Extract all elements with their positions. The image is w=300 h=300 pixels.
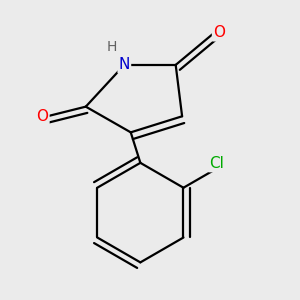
Text: O: O [36,109,48,124]
Text: O: O [213,25,225,40]
Text: Cl: Cl [209,156,224,171]
Text: N: N [118,57,130,72]
Text: H: H [106,40,117,54]
